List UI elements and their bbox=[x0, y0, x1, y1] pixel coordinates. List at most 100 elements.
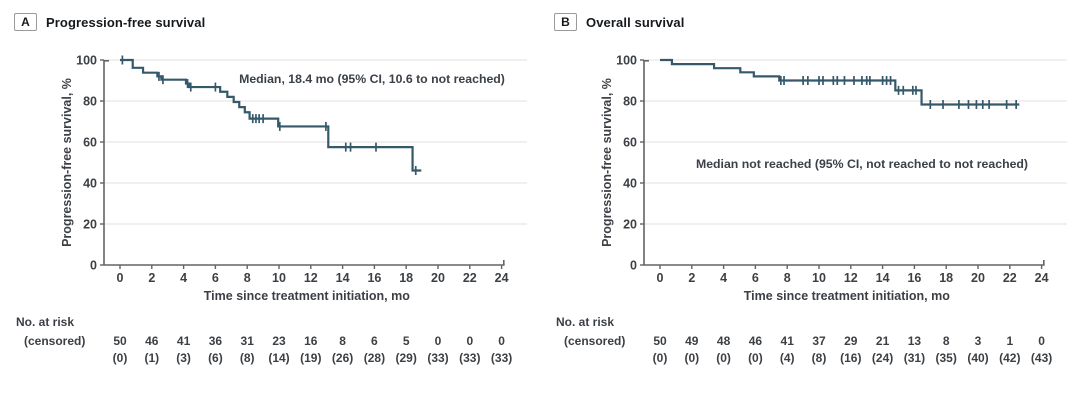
censored-value: (14) bbox=[268, 351, 289, 365]
censored-row-label: (censored) bbox=[24, 334, 85, 348]
km-curve bbox=[120, 58, 422, 172]
y-tick-label: 80 bbox=[83, 95, 97, 109]
at-risk-value: 0 bbox=[498, 334, 505, 348]
x-tick-label: 20 bbox=[971, 271, 985, 285]
at-risk-value: 5 bbox=[403, 334, 410, 348]
x-tick-label: 24 bbox=[495, 271, 509, 285]
panel-a-title: Progression-free survival bbox=[46, 14, 206, 30]
at-risk-value: 1 bbox=[1006, 334, 1013, 348]
censored-value: (24) bbox=[872, 351, 893, 365]
x-tick-label: 0 bbox=[657, 271, 664, 285]
at-risk-value: 37 bbox=[812, 334, 826, 348]
at-risk-value: 6 bbox=[371, 334, 378, 348]
y-tick-label: 20 bbox=[623, 218, 637, 232]
at-risk-value: 48 bbox=[717, 334, 731, 348]
y-tick-label: 60 bbox=[623, 136, 637, 150]
at-risk-value: 31 bbox=[241, 334, 255, 348]
y-tick-label: 40 bbox=[83, 177, 97, 191]
censored-value: (8) bbox=[812, 351, 827, 365]
censored-value: (35) bbox=[936, 351, 957, 365]
censored-value: (6) bbox=[208, 351, 223, 365]
y-tick-label: 40 bbox=[623, 177, 637, 191]
at-risk-value: 46 bbox=[749, 334, 763, 348]
y-axis-title: Progression-free survival, % bbox=[60, 78, 74, 247]
y-tick-label: 100 bbox=[616, 54, 637, 68]
y-tick-label: 80 bbox=[623, 95, 637, 109]
at-risk-value: 41 bbox=[177, 334, 191, 348]
at-risk-value: 50 bbox=[653, 334, 667, 348]
y-tick-label: 60 bbox=[83, 136, 97, 150]
censored-value: (26) bbox=[332, 351, 353, 365]
x-tick-label: 14 bbox=[876, 271, 890, 285]
panel-a-letter-badge: A bbox=[14, 13, 37, 31]
censored-value: (4) bbox=[780, 351, 795, 365]
x-tick-label: 2 bbox=[688, 271, 695, 285]
censored-value: (0) bbox=[684, 351, 699, 365]
at-risk-value: 0 bbox=[466, 334, 473, 348]
panel-a-header: A Progression-free survival bbox=[14, 13, 205, 31]
at-risk-value: 8 bbox=[943, 334, 950, 348]
at-risk-value: 23 bbox=[272, 334, 286, 348]
censored-value: (0) bbox=[113, 351, 128, 365]
panel-b: B Overall survival 0 20 40 60 80 100 0 2 4 6 8 10 12… bbox=[540, 0, 1080, 400]
censored-value: (33) bbox=[459, 351, 480, 365]
censored-row-label: (censored) bbox=[564, 334, 625, 348]
at-risk-value: 8 bbox=[339, 334, 346, 348]
x-axis-title: Time since treatment initiation, mo bbox=[204, 289, 410, 303]
censored-value: (0) bbox=[748, 351, 763, 365]
at-risk-value: 16 bbox=[304, 334, 318, 348]
at-risk-value: 21 bbox=[876, 334, 890, 348]
at-risk-value: 36 bbox=[209, 334, 223, 348]
x-tick-label: 12 bbox=[304, 271, 318, 285]
y-tick-label: 100 bbox=[76, 54, 97, 68]
at-risk-value: 50 bbox=[113, 334, 127, 348]
x-tick-label: 0 bbox=[117, 271, 124, 285]
x-tick-label: 8 bbox=[784, 271, 791, 285]
x-tick-label: 8 bbox=[244, 271, 251, 285]
y-tick-label: 0 bbox=[90, 259, 97, 273]
x-tick-label: 22 bbox=[1003, 271, 1017, 285]
panel-b-letter-badge: B bbox=[554, 13, 577, 31]
censored-value: (3) bbox=[176, 351, 191, 365]
censored-value: (33) bbox=[491, 351, 512, 365]
at-risk-value: 3 bbox=[975, 334, 982, 348]
at-risk-value: 49 bbox=[685, 334, 699, 348]
risk-table-label: No. at risk bbox=[16, 315, 74, 329]
x-tick-label: 2 bbox=[148, 271, 155, 285]
at-risk-value: 46 bbox=[145, 334, 159, 348]
x-tick-label: 16 bbox=[367, 271, 381, 285]
censored-value: (16) bbox=[840, 351, 861, 365]
censored-value: (43) bbox=[1031, 351, 1052, 365]
x-tick-label: 16 bbox=[907, 271, 921, 285]
at-risk-value: 41 bbox=[781, 334, 795, 348]
y-tick-label: 20 bbox=[83, 218, 97, 232]
censored-value: (31) bbox=[904, 351, 925, 365]
censored-value: (1) bbox=[144, 351, 159, 365]
censored-value: (40) bbox=[967, 351, 988, 365]
km-curve bbox=[660, 58, 1020, 106]
y-axis-title: Progression-free survival, % bbox=[600, 78, 614, 247]
x-axis-title: Time since treatment initiation, mo bbox=[744, 289, 950, 303]
censored-value: (42) bbox=[999, 351, 1020, 365]
censored-value: (29) bbox=[396, 351, 417, 365]
x-tick-label: 18 bbox=[939, 271, 953, 285]
x-tick-label: 4 bbox=[180, 271, 187, 285]
panel-a: A Progression-free survival 0 20 40 60 80 100… bbox=[14, 13, 527, 365]
censored-value: (0) bbox=[653, 351, 668, 365]
x-tick-label: 6 bbox=[212, 271, 219, 285]
panel-b-header: B Overall survival bbox=[554, 13, 684, 31]
y-tick-label: 0 bbox=[630, 259, 637, 273]
risk-table-label: No. at risk bbox=[556, 315, 614, 329]
x-tick-label: 20 bbox=[431, 271, 445, 285]
x-tick-label: 18 bbox=[399, 271, 413, 285]
censored-value: (0) bbox=[716, 351, 731, 365]
x-tick-label: 22 bbox=[463, 271, 477, 285]
x-tick-label: 10 bbox=[812, 271, 826, 285]
censored-value: (28) bbox=[364, 351, 385, 365]
censored-value: (19) bbox=[300, 351, 321, 365]
x-tick-label: 14 bbox=[336, 271, 350, 285]
median-annotation: Median not reached (95% CI, not reached … bbox=[696, 157, 1028, 171]
x-tick-label: 12 bbox=[844, 271, 858, 285]
